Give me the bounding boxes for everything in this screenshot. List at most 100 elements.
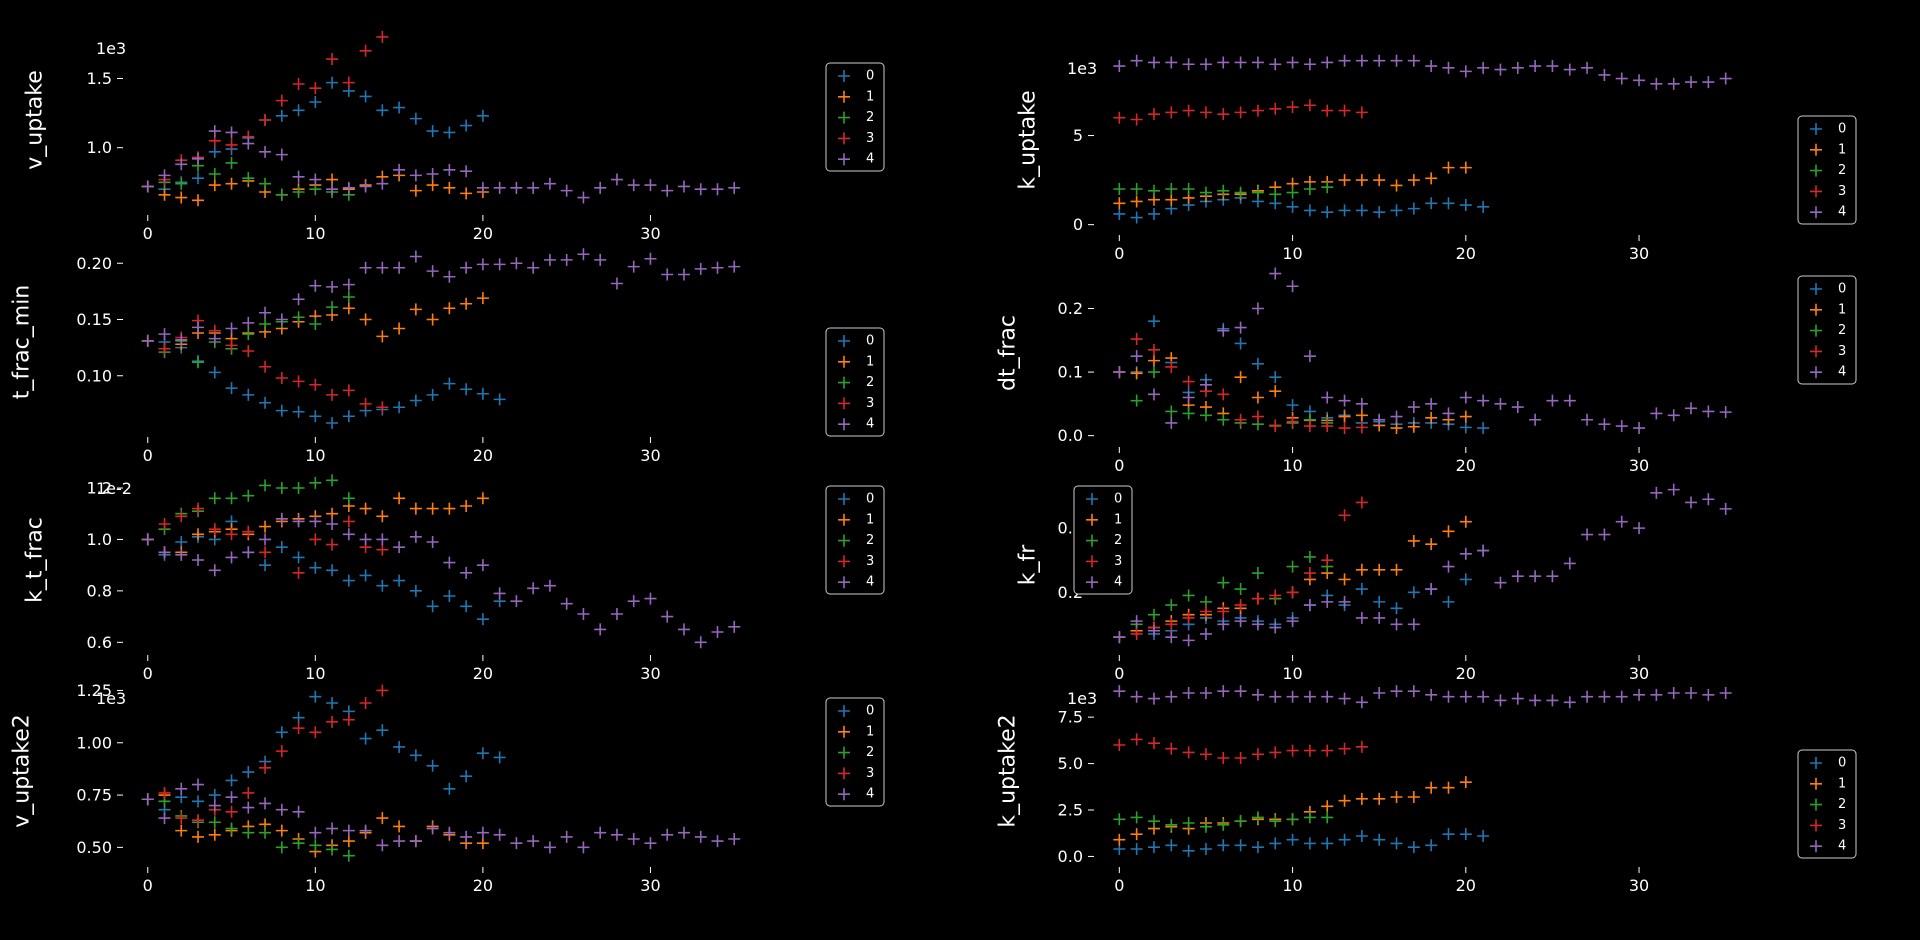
data-point (259, 114, 272, 126)
data-point (711, 261, 724, 274)
y-tick-label: 0.0 (1058, 426, 1083, 445)
data-point (1477, 394, 1490, 407)
data-point (359, 732, 372, 745)
data-point (1199, 687, 1212, 699)
data-point (1442, 61, 1455, 74)
data-point (1165, 56, 1178, 69)
subplot-v-uptake2: v_uptake2 1e3 0 10 20 30 0.50 0.75 1.00 1.25 0 1 2 3 4 (10, 681, 885, 895)
data-point (1338, 422, 1351, 435)
data-point (1563, 557, 1576, 570)
data-point (1251, 410, 1264, 423)
data-point (1338, 509, 1351, 522)
data-point (1217, 576, 1230, 589)
data-point (1251, 186, 1264, 199)
data-point (1355, 696, 1368, 709)
data-point (326, 76, 339, 89)
data-point (225, 322, 238, 335)
data-point (1321, 56, 1334, 69)
data-point (259, 761, 272, 774)
data-point (1286, 560, 1299, 573)
data-point (292, 405, 305, 418)
data-point (1598, 528, 1611, 541)
legend-marker (838, 335, 850, 347)
data-point (309, 318, 322, 330)
data-point (1182, 746, 1195, 759)
data-point (409, 835, 422, 848)
data-point (292, 722, 305, 735)
data-point (1442, 828, 1455, 841)
data-point (1407, 401, 1420, 414)
data-point (1615, 420, 1628, 433)
data-point (1459, 421, 1472, 434)
data-point (728, 832, 741, 845)
data-point (292, 837, 305, 850)
data-point (393, 101, 406, 114)
data-point (426, 179, 439, 192)
data-point (1199, 748, 1212, 761)
data-point (275, 94, 288, 107)
data-point (1338, 595, 1351, 608)
series-0 (1113, 191, 1490, 224)
legend-label: 3 (866, 554, 874, 569)
data-point (1529, 60, 1542, 73)
data-point (1511, 692, 1524, 705)
data-point (1147, 108, 1160, 121)
data-point (1442, 560, 1455, 573)
data-point (208, 816, 221, 829)
y-axis-multiplier: 1e3 (96, 689, 126, 708)
data-point (1494, 63, 1507, 76)
data-point (1147, 815, 1160, 828)
data-point (225, 774, 238, 787)
data-point (1165, 405, 1178, 418)
x-tick-label: 20 (473, 224, 493, 243)
data-point (326, 301, 339, 314)
legend-marker (838, 705, 850, 717)
data-point (1373, 792, 1386, 805)
data-point (476, 826, 489, 839)
data-point (1130, 183, 1143, 196)
legend-marker (838, 418, 850, 431)
x-tick-label: 10 (1282, 456, 1302, 475)
data-point (1702, 688, 1715, 701)
data-point (259, 797, 272, 810)
legend-marker (838, 111, 850, 124)
data-point (1130, 843, 1143, 855)
x-tick-label: 0 (143, 664, 153, 683)
data-point (1147, 315, 1160, 328)
data-point (476, 387, 489, 400)
data-point (1303, 183, 1316, 196)
data-point (1269, 58, 1282, 71)
data-point (610, 828, 623, 841)
data-point (677, 180, 690, 193)
data-point (1338, 742, 1351, 755)
data-point (342, 410, 355, 423)
data-point (1442, 595, 1455, 608)
data-point (259, 533, 272, 546)
x-tick-label: 0 (1114, 244, 1124, 263)
data-point (510, 837, 523, 850)
data-point (208, 564, 221, 577)
data-point (1147, 184, 1160, 197)
legend-label: 3 (1114, 554, 1122, 569)
data-point (175, 824, 188, 837)
subplot-k-t-frac: k_t_frac 1e-2 0 10 20 30 0.6 0.8 1.0 1.2 0 1 2 3 4 (23, 474, 885, 683)
legend-marker (1810, 324, 1822, 337)
data-point (1355, 397, 1368, 410)
data-point (1251, 748, 1264, 761)
data-point (1459, 573, 1472, 586)
data-point (543, 177, 556, 190)
x-tick-label: 0 (1114, 664, 1124, 683)
y-tick-label: 0.6 (87, 633, 112, 652)
data-point (1685, 496, 1698, 509)
data-point (1598, 68, 1611, 81)
data-point (443, 126, 456, 139)
y-tick-label: 0.8 (87, 581, 112, 600)
data-point (476, 258, 489, 271)
data-point (242, 525, 255, 538)
data-point (326, 564, 339, 577)
data-point (1217, 56, 1230, 69)
series-2 (1113, 181, 1334, 201)
data-point (1650, 77, 1663, 90)
legend-label: 3 (866, 766, 874, 781)
